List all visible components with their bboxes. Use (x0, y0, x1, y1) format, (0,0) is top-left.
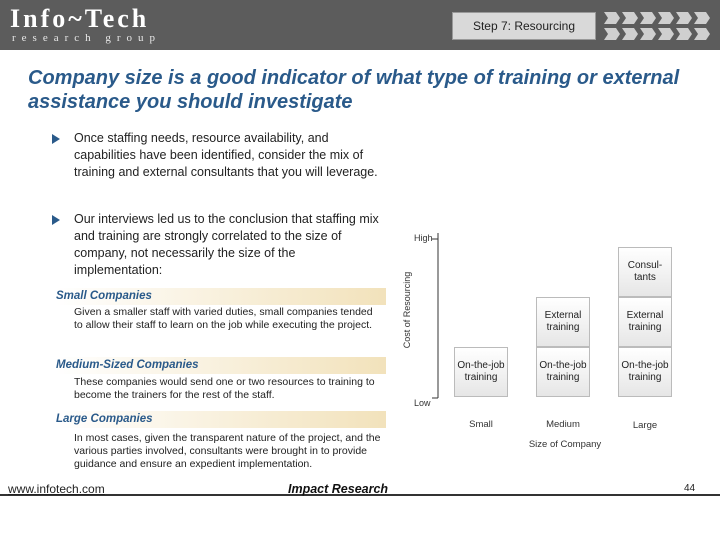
chevron-icon (658, 12, 674, 24)
progress-chevrons (604, 10, 716, 42)
cell-medium-on-the-job: On-the-job training (536, 347, 590, 397)
chevron-icon (676, 12, 692, 24)
logo-sub-text: research group (12, 32, 162, 44)
section-body-medium: These companies would send one or two re… (74, 376, 375, 401)
cell-small-on-the-job: On-the-job training (454, 347, 508, 397)
cell-large-external: External training (618, 297, 672, 347)
logo-main-text: Info~Tech (10, 4, 150, 33)
bullet-arrow-icon (52, 134, 60, 144)
chevron-icon (604, 12, 620, 24)
bullet-point: Once staffing needs, resource availabili… (52, 130, 387, 181)
chevron-icon (640, 28, 656, 40)
bullet-point: Our interviews led us to the conclusion … (52, 211, 387, 279)
bullet-arrow-icon (52, 215, 60, 225)
bullet-text: Our interviews led us to the conclusion … (74, 212, 379, 277)
chevron-icon (676, 28, 692, 40)
footer-website-link[interactable]: www.infotech.com (8, 482, 105, 496)
bullet-text: Once staffing needs, resource availabili… (74, 131, 378, 179)
chevron-icon (622, 28, 638, 40)
y-axis-title: Cost of Resourcing (402, 271, 412, 349)
section-body-small: Given a smaller staff with varied duties… (74, 306, 373, 331)
cell-medium-external: External training (536, 297, 590, 347)
cell-large-consultants: Consul-tants (618, 247, 672, 297)
section-heading-large: Large Companies (56, 411, 386, 428)
section-body-large: In most cases, given the transparent nat… (74, 432, 381, 470)
x-category-small: Small (469, 419, 493, 430)
x-category-large: Large (632, 420, 658, 431)
company-logo[interactable]: Info~Tech research group (6, 4, 196, 44)
cell-large-on-the-job: On-the-job training (618, 347, 672, 397)
y-axis-high-label: High (414, 233, 433, 243)
section-heading-medium: Medium-Sized Companies (56, 357, 386, 374)
x-category-medium: Medium (546, 419, 580, 430)
chevron-icon (604, 28, 620, 40)
chevron-icon (622, 12, 638, 24)
chevron-icon (640, 12, 656, 24)
section-heading-small: Small Companies (56, 288, 386, 305)
page-number: 44 (684, 483, 696, 494)
y-axis-low-label: Low (414, 398, 431, 408)
footer-divider (0, 494, 720, 496)
footer-impact-research: Impact Research (288, 482, 389, 496)
step-label: Step 7: Resourcing (472, 19, 576, 33)
chevron-icon (658, 28, 674, 40)
header-bar: Info~Tech research group Step 7: Resourc… (0, 0, 720, 50)
chevron-icon (694, 12, 710, 24)
step-indicator: Step 7: Resourcing (452, 12, 596, 40)
slide-title: Company size is a good indicator of what… (28, 67, 680, 113)
resourcing-matrix: High Low Cost of Resourcing On-the-job t… (400, 225, 720, 450)
x-axis-title: Size of Company (528, 439, 602, 450)
chevron-icon (694, 28, 710, 40)
chart-axes (432, 233, 439, 399)
